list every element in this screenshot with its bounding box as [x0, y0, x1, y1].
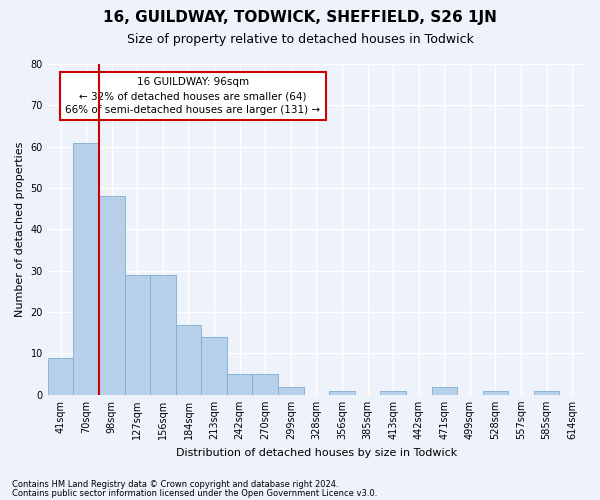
X-axis label: Distribution of detached houses by size in Todwick: Distribution of detached houses by size … — [176, 448, 457, 458]
Bar — [176, 324, 201, 395]
Bar — [431, 386, 457, 395]
Bar — [253, 374, 278, 395]
Bar — [48, 358, 73, 395]
Text: Size of property relative to detached houses in Todwick: Size of property relative to detached ho… — [127, 32, 473, 46]
Text: 16, GUILDWAY, TODWICK, SHEFFIELD, S26 1JN: 16, GUILDWAY, TODWICK, SHEFFIELD, S26 1J… — [103, 10, 497, 25]
Bar — [99, 196, 125, 395]
Bar — [482, 390, 508, 395]
Text: Contains HM Land Registry data © Crown copyright and database right 2024.: Contains HM Land Registry data © Crown c… — [12, 480, 338, 489]
Bar — [150, 275, 176, 395]
Text: 16 GUILDWAY: 96sqm
← 32% of detached houses are smaller (64)
66% of semi-detache: 16 GUILDWAY: 96sqm ← 32% of detached hou… — [65, 77, 320, 115]
Bar — [380, 390, 406, 395]
Bar — [227, 374, 253, 395]
Bar — [534, 390, 559, 395]
Bar — [73, 142, 99, 395]
Bar — [125, 275, 150, 395]
Text: Contains public sector information licensed under the Open Government Licence v3: Contains public sector information licen… — [12, 489, 377, 498]
Bar — [278, 386, 304, 395]
Bar — [201, 337, 227, 395]
Bar — [329, 390, 355, 395]
Y-axis label: Number of detached properties: Number of detached properties — [15, 142, 25, 317]
